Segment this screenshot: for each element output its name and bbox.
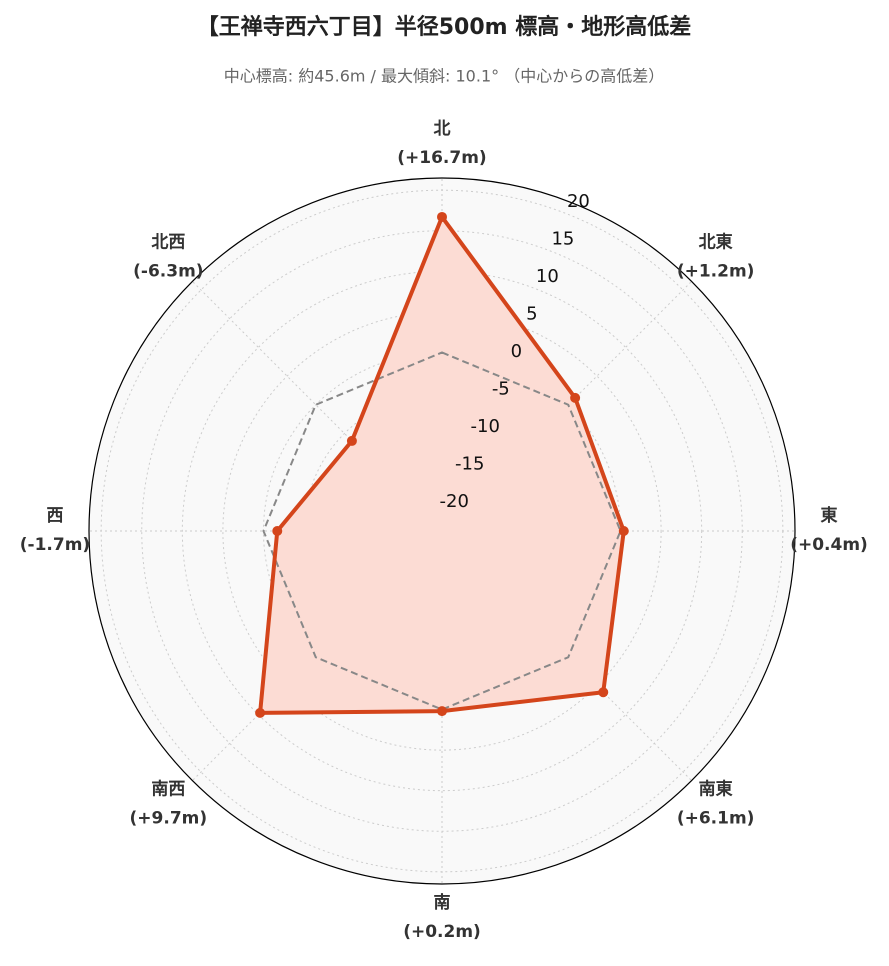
- chart-title: 【王禅寺西六丁目】半径500m 標高・地形高低差: [197, 14, 692, 40]
- data-point: [618, 526, 629, 536]
- category-label: 北東: [699, 231, 733, 252]
- grid-spoke: [192, 281, 443, 532]
- r-tick-label: 10: [536, 266, 559, 287]
- r-tick-label: -10: [471, 416, 500, 437]
- plot-border: [88, 177, 796, 885]
- r-tick-label: 5: [526, 304, 537, 325]
- r-tick-label: 20: [567, 191, 590, 212]
- data-point: [437, 211, 447, 222]
- value-label: (-6.3m): [133, 261, 203, 281]
- grid-ring: [181, 270, 703, 792]
- data-point: [437, 706, 447, 717]
- category-label: 南: [434, 892, 451, 913]
- r-tick-label: 0: [511, 341, 522, 362]
- data-point: [346, 435, 357, 446]
- category-label: 北: [434, 119, 451, 139]
- grid-ring: [222, 311, 662, 751]
- data-point: [570, 392, 581, 403]
- category-label: 西: [47, 506, 64, 526]
- category-label: 南東: [699, 779, 733, 800]
- value-label: (-1.7m): [20, 535, 90, 555]
- category-label: 北西: [151, 232, 185, 252]
- r-tick-label: -5: [492, 379, 510, 400]
- value-label: (+16.7m): [397, 148, 486, 168]
- value-label: (+0.2m): [403, 922, 481, 942]
- value-label: (+6.1m): [677, 809, 755, 829]
- value-label: (+1.2m): [677, 261, 755, 281]
- reference-line: [262, 351, 622, 711]
- chart-subtitle: 中心標高: 約45.6m / 最大傾斜: 10.1° （中心からの高低差）: [224, 67, 664, 86]
- value-label: (+9.7m): [130, 809, 208, 829]
- r-tick-label: 15: [551, 229, 574, 250]
- data-point: [255, 707, 266, 718]
- category-label: 東: [821, 505, 838, 526]
- r-tick-label: -20: [440, 491, 469, 512]
- category-label: 南西: [151, 779, 185, 800]
- value-label: (+0.4m): [790, 535, 868, 555]
- data-point: [598, 687, 609, 698]
- r-tick-label: -15: [455, 454, 484, 475]
- data-point: [272, 526, 283, 536]
